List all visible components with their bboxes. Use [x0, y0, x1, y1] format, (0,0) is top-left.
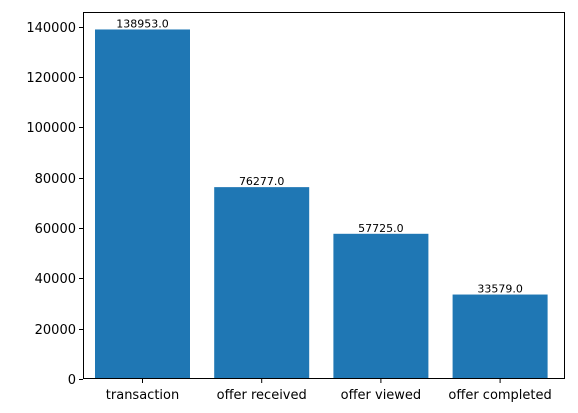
y-tick-label: 140000 — [26, 21, 76, 36]
data-label: 33579.0 — [477, 283, 523, 296]
data-label: 138953.0 — [116, 17, 169, 30]
data-label: 57725.0 — [358, 222, 404, 235]
y-tick-label: 80000 — [35, 172, 76, 187]
bar-transaction — [95, 29, 190, 379]
y-tick-label: 0 — [68, 373, 76, 388]
bars — [95, 29, 548, 379]
bar-offer-completed — [452, 294, 548, 379]
bar-offer-received — [214, 187, 310, 379]
x-tick-label: offer completed — [448, 388, 551, 403]
y-tick-label: 40000 — [35, 272, 76, 287]
x-tick-label: offer received — [217, 388, 307, 403]
y-axis: 0 20000 40000 60000 80000 100000 120000 140000 — [26, 21, 83, 388]
x-axis: transaction offer received offer viewed off… — [106, 379, 552, 403]
y-tick-label: 100000 — [26, 121, 76, 136]
data-labels: 138953.0 76277.0 57725.0 33579.0 — [116, 17, 523, 295]
y-tick-label: 20000 — [35, 323, 76, 338]
plot-frame — [83, 12, 565, 379]
x-tick-label: offer viewed — [341, 388, 422, 403]
y-tick-label: 60000 — [35, 222, 76, 237]
y-tick-label: 120000 — [26, 71, 76, 86]
x-tick-label: transaction — [106, 388, 179, 403]
data-label: 76277.0 — [239, 175, 285, 188]
bar-offer-viewed — [333, 233, 429, 379]
